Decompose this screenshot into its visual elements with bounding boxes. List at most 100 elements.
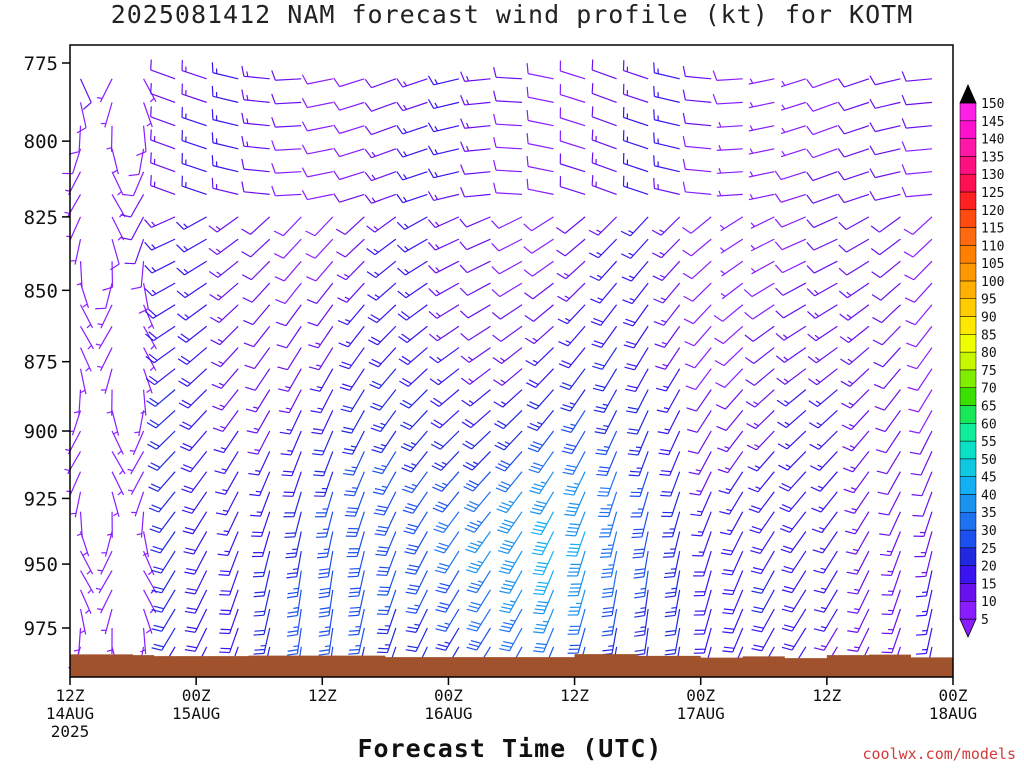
wind-barb — [70, 239, 82, 265]
wind-barb — [144, 282, 176, 297]
wind-barb-shaft — [315, 260, 334, 282]
wind-barb-feather — [753, 644, 764, 648]
wind-barb-feather — [153, 586, 164, 590]
wind-barb-feather — [407, 645, 418, 649]
wind-barb — [491, 282, 523, 298]
wind-barb-shaft — [816, 368, 838, 386]
wind-barb — [719, 491, 744, 515]
wind-barb-half-feather — [255, 470, 261, 472]
wind-barb-shaft — [654, 187, 680, 195]
wind-barb — [249, 471, 271, 497]
wind-barb — [682, 238, 712, 257]
wind-barb-shaft — [358, 589, 365, 616]
wind-barb — [743, 282, 775, 298]
wind-barb-half-feather — [754, 444, 760, 448]
x-tick-label: 12Z — [812, 686, 841, 705]
wind-barb-half-feather — [662, 363, 668, 367]
wind-barb-feather — [779, 507, 790, 513]
wind-barb — [778, 471, 807, 492]
wind-barb-shaft — [760, 550, 775, 574]
wind-barb — [838, 260, 870, 276]
wind-barb-shaft — [229, 570, 239, 596]
colorbar-min-arrow — [959, 618, 977, 638]
wind-barb — [275, 304, 302, 327]
wind-barb-feather — [368, 339, 378, 346]
wind-barb-feather — [664, 575, 675, 579]
wind-barb-shaft — [508, 589, 523, 613]
wind-barb-shaft — [577, 608, 586, 635]
wind-barb-shaft — [189, 430, 208, 452]
wind-barb-shaft — [376, 304, 397, 324]
wind-barb-feather — [253, 614, 265, 617]
wind-barb-feather — [746, 444, 757, 451]
wind-barb-shaft — [906, 171, 933, 175]
wind-barb-shaft — [780, 78, 807, 88]
wind-barb-shaft — [813, 238, 838, 251]
wind-barb-feather — [241, 65, 245, 77]
wind-barb-feather — [600, 552, 612, 554]
wind-barb-half-feather — [414, 604, 420, 607]
wind-barb — [869, 190, 901, 201]
wind-barb-shaft — [703, 570, 712, 596]
wind-barb-half-feather — [720, 292, 726, 297]
wind-barb-feather — [807, 333, 817, 342]
wind-barb-shaft — [844, 171, 870, 181]
x-tick-label: 00Z — [182, 686, 211, 705]
wind-barb — [722, 627, 744, 653]
wind-barb — [749, 511, 775, 534]
wind-barb-feather — [589, 275, 600, 282]
wind-barb — [660, 471, 681, 497]
wind-barb-shaft — [464, 193, 491, 198]
wind-barb-half-feather — [847, 336, 853, 341]
wind-barb-feather — [915, 614, 927, 617]
wind-barb-feather — [465, 440, 475, 447]
wind-barb-shaft — [229, 589, 239, 615]
wind-barb — [653, 62, 680, 80]
wind-barb — [499, 589, 523, 614]
wind-barb-feather — [601, 572, 613, 575]
wind-barb-feather — [374, 533, 386, 536]
wind-barb — [427, 191, 460, 201]
wind-barb — [150, 550, 176, 574]
wind-barb-feather — [873, 361, 884, 368]
wind-barb-shaft — [560, 70, 586, 80]
wind-barb — [429, 347, 460, 364]
wind-barb-feather — [526, 178, 529, 190]
wind-barb-half-feather — [603, 424, 609, 428]
wind-barb-half-feather — [749, 78, 754, 84]
x-tick-label: 2025 — [51, 722, 90, 741]
wind-barb-half-feather — [749, 171, 754, 177]
wind-barb — [79, 570, 94, 594]
wind-barb-feather — [219, 570, 231, 573]
wind-barb — [336, 238, 365, 258]
wind-barb-shaft — [383, 491, 397, 516]
wind-barb-shaft — [716, 193, 743, 197]
wind-barb-feather — [433, 419, 444, 426]
wind-barb-feather — [318, 572, 330, 575]
wind-barb-shaft — [844, 101, 870, 112]
wind-barb-shaft — [150, 139, 176, 150]
wind-barb-shaft — [345, 238, 365, 258]
wind-barb-feather — [401, 467, 412, 473]
wind-barb — [523, 260, 554, 277]
wind-barb-feather — [838, 267, 848, 276]
wind-barb-shaft — [151, 238, 176, 251]
wind-barb — [872, 304, 901, 324]
wind-barb — [131, 491, 145, 517]
wind-barb — [431, 451, 460, 471]
wind-barb-feather — [148, 486, 159, 492]
wind-barb-feather — [588, 229, 599, 236]
wind-barb — [909, 410, 933, 434]
wind-barb — [466, 627, 491, 651]
wind-barb-shaft — [384, 511, 397, 536]
wind-barb-feather — [774, 218, 783, 228]
wind-barb — [751, 589, 775, 614]
wind-barb — [271, 117, 302, 128]
wind-barb-shaft — [374, 216, 397, 233]
wind-barb-feather — [306, 276, 317, 282]
wind-barb-shaft — [748, 125, 775, 132]
credit-link[interactable]: coolwx.com/models — [862, 745, 1016, 763]
wind-barb — [634, 608, 649, 637]
wind-barb-shaft — [844, 193, 870, 204]
wind-barb — [601, 589, 618, 618]
